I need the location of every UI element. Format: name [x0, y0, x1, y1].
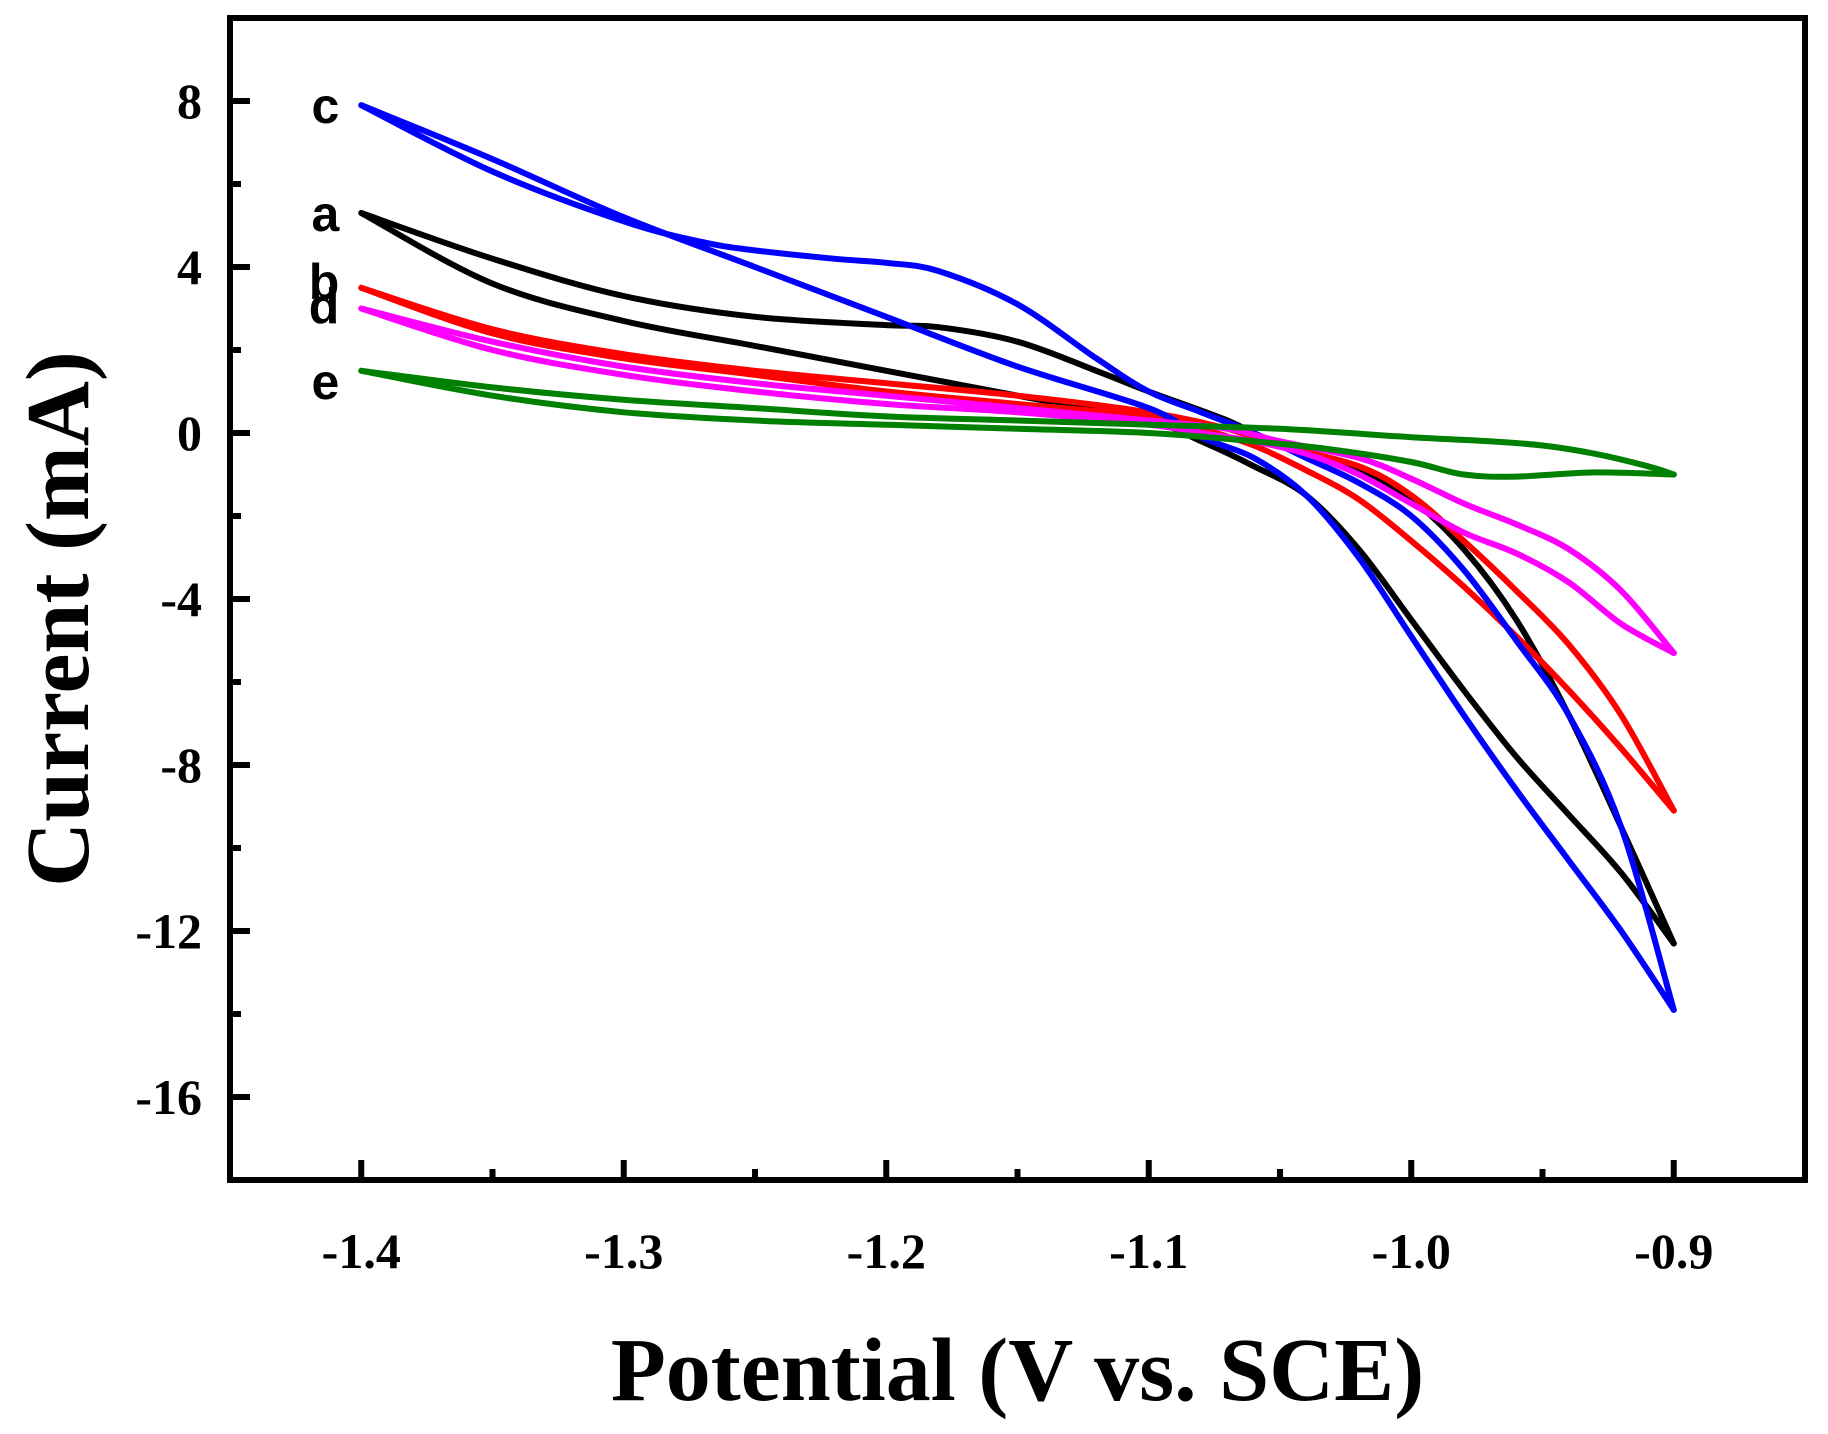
curve-label-b: b — [309, 254, 340, 310]
curve-label-c: c — [311, 78, 339, 134]
plot-frame — [227, 15, 1808, 1183]
series-e-reverse-line — [358, 367, 1677, 480]
series-a-forward-line — [358, 210, 1677, 947]
x-tick-label: -0.9 — [1634, 1223, 1713, 1279]
y-axis-title: Current (mA) — [9, 351, 108, 887]
y-tick-label: 0 — [177, 405, 202, 461]
x-axis: -1.4 -1.3 -1.2 -1.1 -1.0 -0.9 — [322, 1160, 1713, 1279]
x-axis-title: Potential (V vs. SCE) — [611, 1321, 1424, 1420]
series-e-forward-line — [358, 367, 1677, 478]
y-axis: 8 4 0 -4 -8 -12 -16 — [135, 15, 250, 1125]
x-tick-label: -1.1 — [1109, 1223, 1188, 1279]
y-tick-label: 4 — [177, 239, 202, 295]
series-a-reverse-line — [358, 210, 1677, 947]
y-tick-label: -16 — [135, 1069, 202, 1125]
x-tick-label: -1.2 — [847, 1223, 926, 1279]
y-tick-label: 8 — [177, 73, 202, 129]
y-tick-label: -4 — [160, 571, 202, 627]
series-e — [358, 367, 1677, 480]
curve-label-d: d — [309, 279, 340, 335]
series-c-forward-line — [358, 102, 1677, 1013]
x-tick-label: -1.4 — [322, 1223, 401, 1279]
series-layer — [358, 102, 1677, 1013]
y-tick-label: -8 — [160, 737, 202, 793]
series-c — [358, 102, 1677, 1013]
series-c-reverse-line — [358, 102, 1677, 1013]
series-d-reverse-line — [358, 305, 1677, 656]
series-a — [358, 210, 1677, 947]
y-tick-label: -12 — [135, 903, 202, 959]
x-tick-label: -1.3 — [584, 1223, 663, 1279]
curve-label-a: a — [311, 186, 340, 242]
x-tick-label: -1.0 — [1372, 1223, 1451, 1279]
series-b-reverse-line — [358, 284, 1677, 814]
curve-label-e: e — [311, 354, 339, 410]
